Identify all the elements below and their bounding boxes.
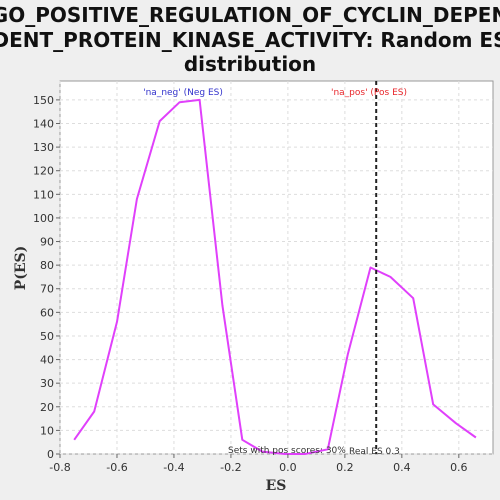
y-tick-label-12: 120 (33, 165, 54, 178)
y-tick-label-7: 70 (40, 283, 54, 296)
y-tick-label-6: 60 (40, 306, 54, 319)
neg-es-label: 'na_neg' (Neg ES) (143, 88, 223, 98)
chart-title-line-2: DENT_PROTEIN_KINASE_ACTIVITY: Random ES (0, 28, 500, 52)
grid (59, 81, 493, 455)
x-tick-label-2: -0.4 (163, 461, 184, 474)
y-tick-label-2: 20 (40, 401, 54, 414)
y-axis-label: P(ES) (13, 246, 29, 291)
y-tick-label-3: 30 (40, 377, 54, 390)
y-tick-label-13: 130 (33, 141, 54, 154)
x-tick-label-5: 0.2 (336, 461, 354, 474)
chart-title-line-1: GO_POSITIVE_REGULATION_OF_CYCLIN_DEPEN (0, 3, 500, 27)
chart-title-line-3: distribution (184, 52, 316, 76)
sets-pos-scores-label: Sets with pos scores: 30% (228, 446, 346, 456)
y-tick-label-4: 40 (40, 354, 54, 367)
y-tick-label-14: 140 (33, 117, 54, 130)
x-tick-label-0: -0.8 (49, 461, 70, 474)
series-layer (73, 98, 477, 455)
x-tick-label-6: 0.4 (393, 461, 411, 474)
axes: 0 10 20 30 40 50 60 70 80 90 100 110 120 130 140 150 -0.… (33, 94, 468, 474)
y-tick-label-11: 110 (33, 188, 54, 201)
y-tick-label-10: 100 (33, 212, 54, 225)
real-es-label: Real ES 0.3 (349, 447, 400, 457)
plot-area (59, 80, 494, 455)
y-tick-label-1: 10 (40, 424, 54, 437)
y-tick-label-9: 90 (40, 236, 54, 249)
x-tick-label-1: -0.6 (106, 461, 127, 474)
y-tick-label-8: 80 (40, 259, 54, 272)
es-distribution-line-0 (73, 98, 477, 455)
x-tick-label-4: 0.0 (279, 461, 297, 474)
x-tick-label-3: -0.2 (220, 461, 241, 474)
y-tick-label-0: 0 (47, 448, 54, 461)
y-tick-label-15: 150 (33, 94, 54, 107)
pos-es-label: 'na_pos' (Pos ES) (331, 88, 407, 98)
y-tick-label-5: 50 (40, 330, 54, 343)
x-axis-label: ES (266, 478, 287, 494)
x-tick-label-7: 0.6 (450, 461, 468, 474)
